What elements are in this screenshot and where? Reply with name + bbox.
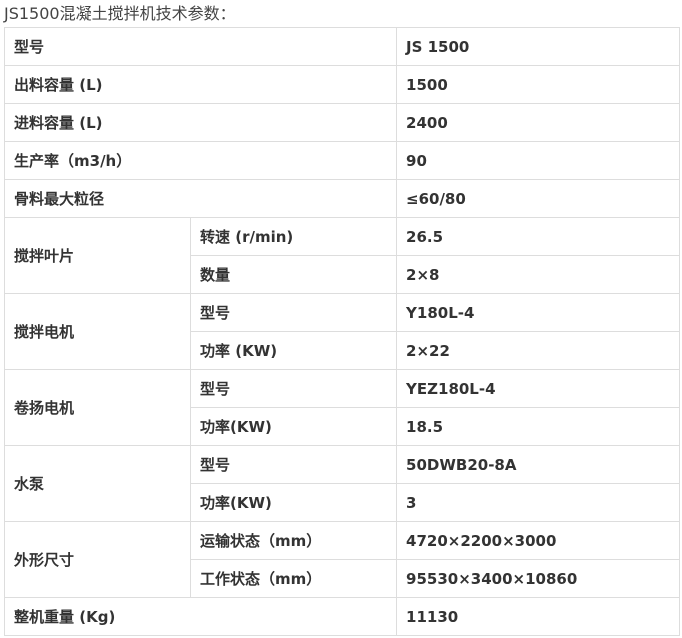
param-value: 18.5	[396, 407, 680, 446]
param-value: 1500	[396, 65, 680, 104]
table-row: 工作状态（mm） 95530×3400×10860	[5, 559, 680, 598]
table-row: 骨料最大粒径 ≤60/80	[3, 179, 680, 218]
param-value: 50DWB20-8A	[396, 445, 680, 484]
group-label: 外形尺寸	[4, 521, 191, 598]
param-value: Y180L-4	[396, 293, 680, 332]
sub-param-label: 型号	[189, 369, 398, 408]
table-row: 生产率（m3/h） 90	[3, 141, 680, 180]
param-value: YEZ180L-4	[396, 369, 680, 408]
param-label: 型号	[3, 27, 398, 66]
sub-param-label: 运输状态（mm）	[189, 521, 398, 560]
param-value: ≤60/80	[396, 179, 680, 218]
param-value: 4720×2200×3000	[396, 521, 680, 560]
sub-param-label: 数量	[189, 255, 398, 294]
table-row: 数量 2×8	[5, 255, 680, 294]
group-label: 搅拌电机	[4, 293, 191, 370]
param-value: 2400	[396, 103, 680, 142]
table-row: 整机重量 (Kg) 11130	[3, 597, 680, 636]
param-value: 95530×3400×10860	[396, 559, 680, 598]
param-value: 26.5	[396, 217, 680, 256]
sub-param-label: 型号	[189, 293, 398, 332]
param-value: 90	[396, 141, 680, 180]
table-row: 水泵 型号 50DWB20-8A	[4, 445, 680, 522]
table-row: 进料容量 (L) 2400	[3, 103, 680, 142]
spec-table: 型号 JS 1500 出料容量 (L) 1500 进料容量 (L) 2400 生产率（m3/…	[3, 27, 680, 636]
param-value: 2×22	[396, 331, 680, 370]
table-row: 出料容量 (L) 1500	[3, 65, 680, 104]
table-row: 功率 (KW) 2×22	[5, 331, 680, 370]
group-label: 搅拌叶片	[4, 217, 191, 294]
sub-param-label: 功率(KW)	[189, 407, 398, 446]
param-label: 整机重量 (Kg)	[3, 597, 398, 636]
table-row: 功率(KW) 3	[5, 483, 680, 522]
sub-param-label: 转速 (r/min)	[189, 217, 398, 256]
param-value: 2×8	[396, 255, 680, 294]
sub-param-label: 功率(KW)	[189, 483, 398, 522]
param-label: 骨料最大粒径	[3, 179, 398, 218]
table-row: 卷扬电机 型号 YEZ180L-4	[4, 369, 680, 446]
table-row: 搅拌叶片 转速 (r/min) 26.5	[4, 217, 680, 294]
sub-param-label: 工作状态（mm）	[189, 559, 398, 598]
table-row: 型号 JS 1500	[3, 27, 680, 66]
page-title: JS1500混凝土搅拌机技术参数：	[4, 4, 236, 23]
param-label: 出料容量 (L)	[3, 65, 398, 104]
table-row: 功率(KW) 18.5	[5, 407, 680, 446]
group-label: 卷扬电机	[4, 369, 191, 446]
group-label: 水泵	[4, 445, 191, 522]
sub-param-label: 功率 (KW)	[189, 331, 398, 370]
param-label: 进料容量 (L)	[3, 103, 398, 142]
param-value: 11130	[396, 597, 680, 636]
param-label: 生产率（m3/h）	[3, 141, 398, 180]
param-value: 3	[396, 483, 680, 522]
sub-param-label: 型号	[189, 445, 398, 484]
table-row: 搅拌电机 型号 Y180L-4	[4, 293, 680, 370]
param-value: JS 1500	[396, 27, 680, 66]
table-row: 外形尺寸 运输状态（mm） 4720×2200×3000	[4, 521, 680, 598]
